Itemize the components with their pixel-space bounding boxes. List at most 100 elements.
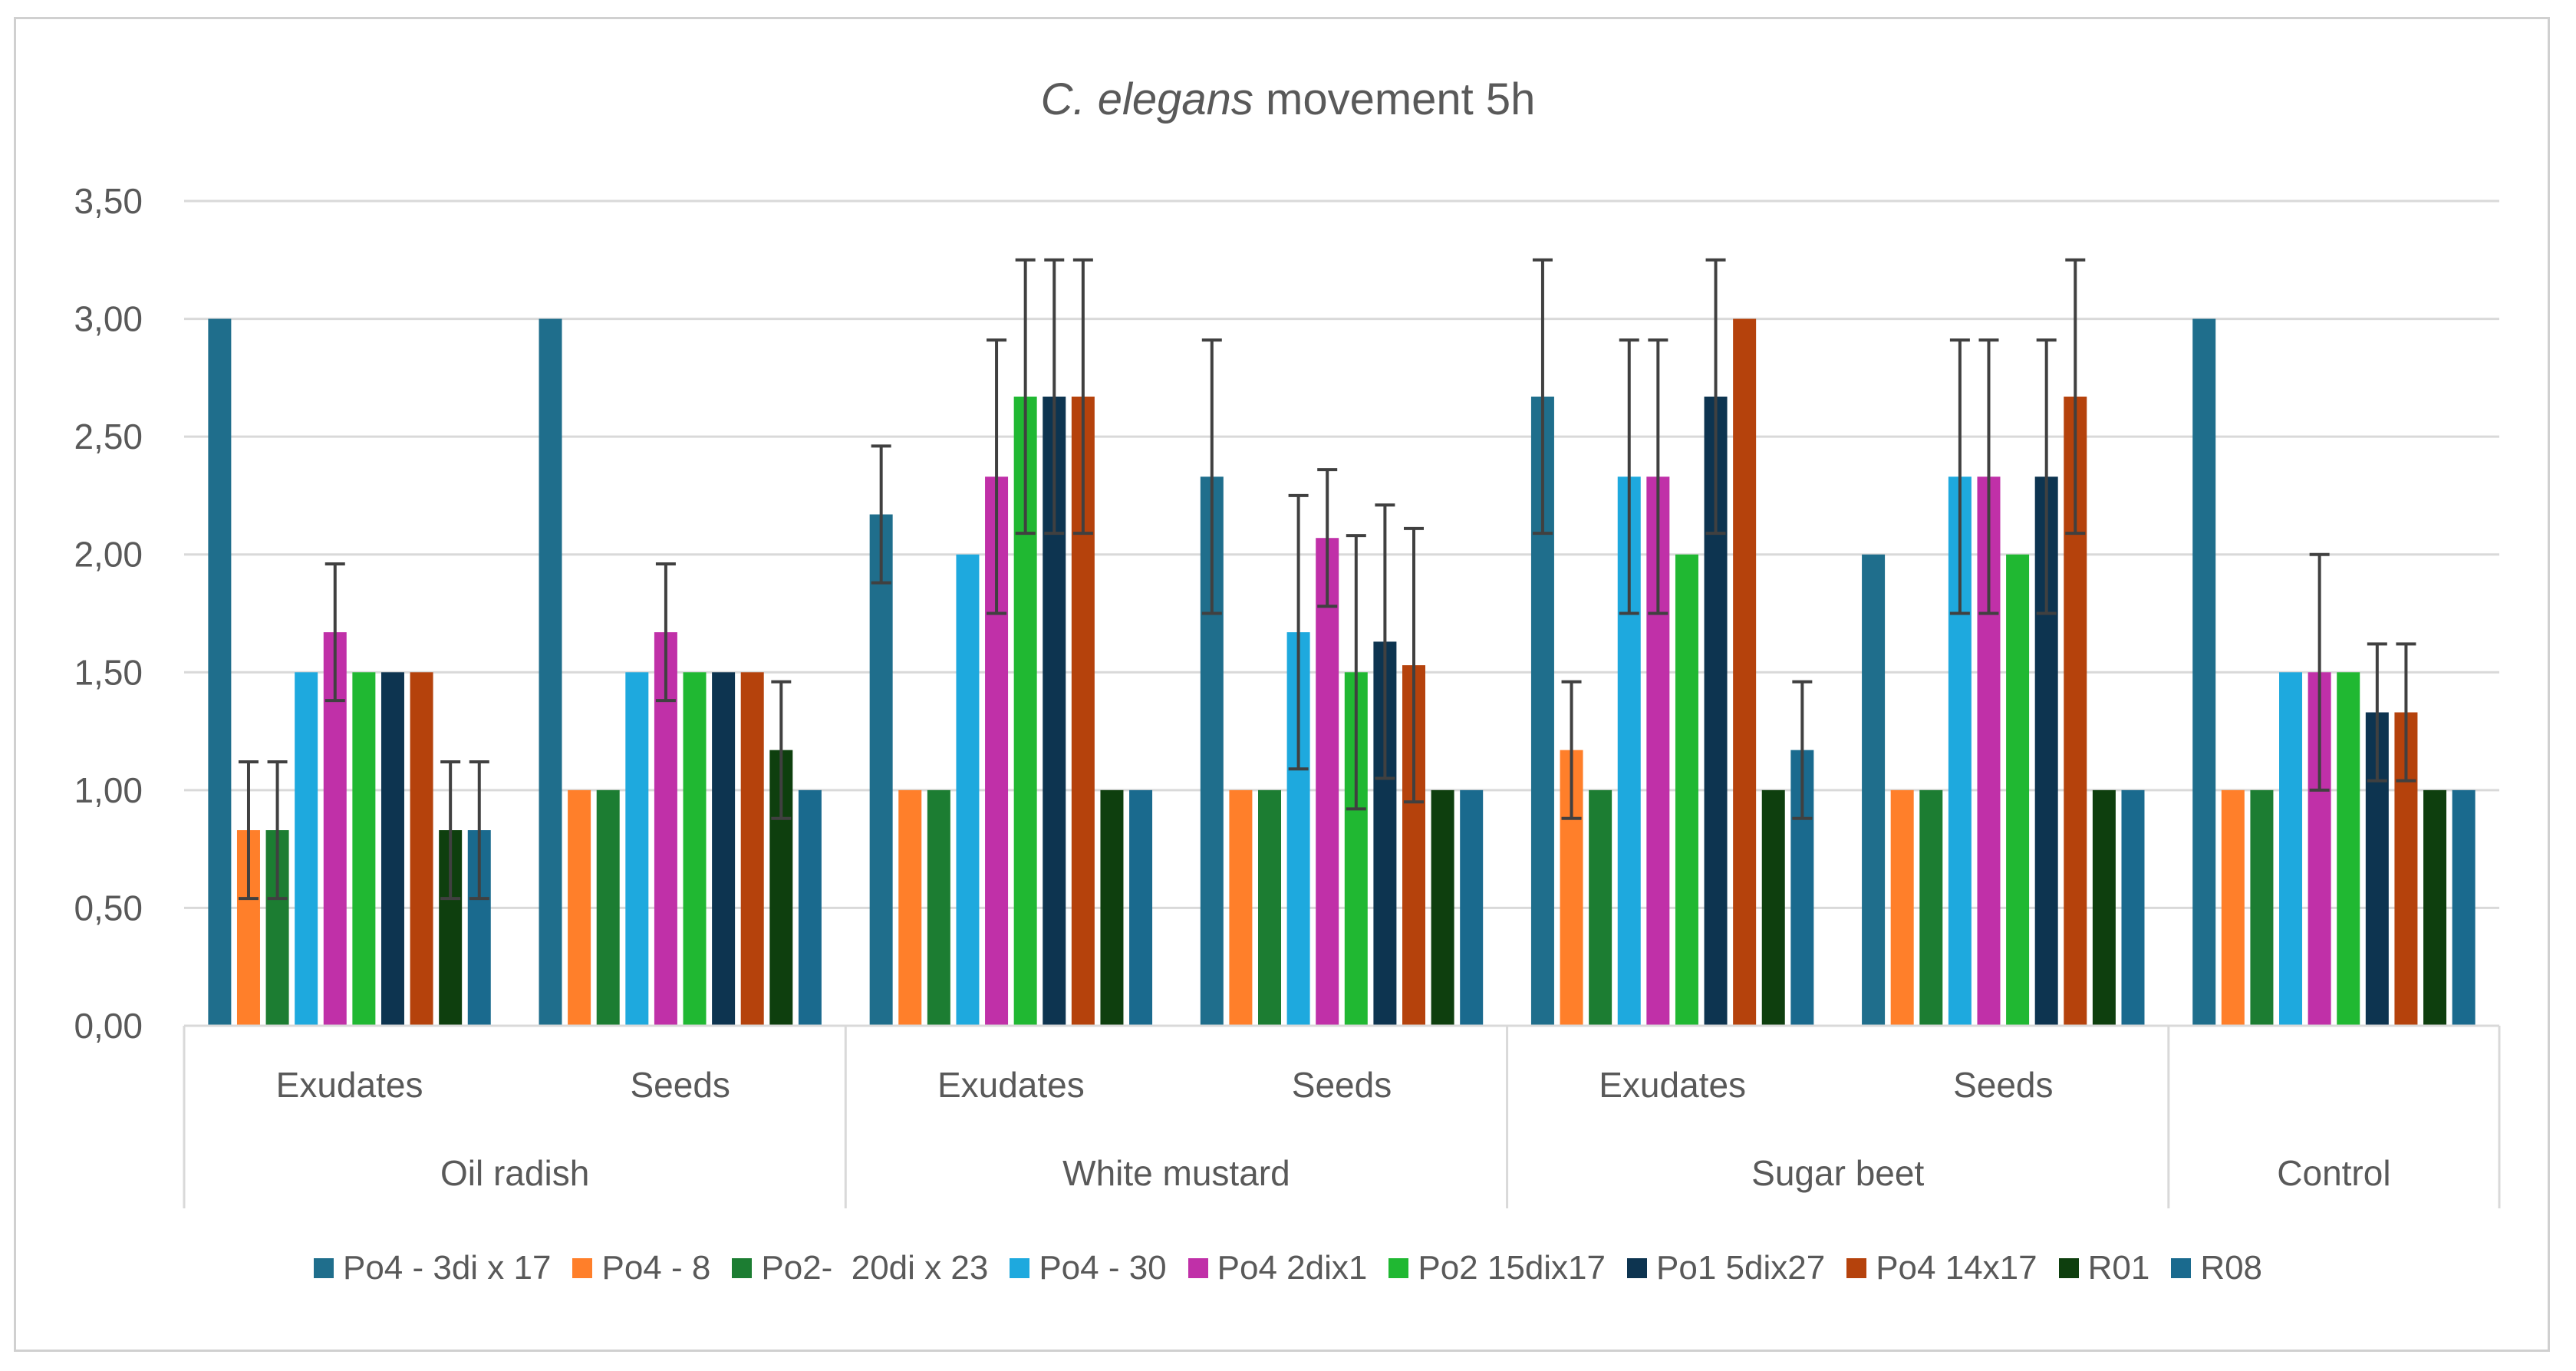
- bar: [1316, 538, 1339, 1026]
- x-tick-label: Seeds: [1953, 1065, 2053, 1105]
- bar: [1890, 789, 1914, 1026]
- x-tick-label: Exudates: [276, 1065, 423, 1105]
- bar: [410, 672, 433, 1026]
- bar: [956, 554, 980, 1026]
- y-tick-label: 2,00: [74, 535, 143, 575]
- bar: [927, 789, 950, 1026]
- legend-swatch: [1010, 1258, 1030, 1278]
- bar: [352, 672, 376, 1026]
- bar: [625, 672, 649, 1026]
- legend-swatch: [1388, 1258, 1409, 1278]
- legend-item: Po2- 20di x 23: [732, 1249, 988, 1287]
- legend-swatch: [2171, 1258, 2192, 1278]
- legend: Po4 - 3di x 17 Po4 - 8 Po2- 20di x 23 Po4 -…: [0, 1249, 2576, 1287]
- legend-label: R08: [2200, 1249, 2263, 1287]
- bar: [1761, 789, 1785, 1026]
- x-tick-label: Exudates: [937, 1065, 1085, 1105]
- bar: [1675, 554, 1698, 1026]
- x-tick-label: Exudates: [1599, 1065, 1746, 1105]
- y-tick-label: 0,50: [74, 888, 143, 928]
- bar: [2221, 789, 2245, 1026]
- bar: [2337, 672, 2360, 1026]
- bar: [2250, 789, 2274, 1026]
- legend-item: R08: [2171, 1249, 2262, 1287]
- y-axis-ticks: 0,00 0,50 1,00 1,50 2,00 2,50 3,00 3,50: [74, 181, 143, 1046]
- legend-item: Po1 5dix27: [1627, 1249, 1825, 1287]
- bar: [208, 318, 232, 1027]
- x-tick-label: Seeds: [630, 1065, 730, 1105]
- chart-frame: [14, 17, 2550, 1352]
- legend-item: Po4 14x17: [1846, 1249, 2037, 1287]
- x-group-label: Sugar beet: [1751, 1153, 1924, 1193]
- bar: [596, 789, 620, 1026]
- bar: [1129, 789, 1153, 1026]
- x-group-label: Oil radish: [440, 1153, 589, 1193]
- bar: [568, 789, 591, 1026]
- legend-label: R01: [2087, 1249, 2150, 1287]
- gridlines: [184, 199, 2499, 909]
- legend-item: Po2 15dix17: [1388, 1249, 1606, 1287]
- legend-swatch: [313, 1258, 334, 1278]
- chart-title: C. elegans movement 5h: [0, 74, 2576, 125]
- bar: [2192, 318, 2216, 1027]
- chart-title-italic: C. elegans: [1040, 74, 1253, 124]
- y-tick-label: 0,00: [74, 1006, 143, 1046]
- legend-item: Po4 - 8: [572, 1249, 710, 1287]
- bar: [1100, 789, 1124, 1026]
- legend-swatch: [1627, 1258, 1648, 1278]
- legend-swatch: [732, 1258, 753, 1278]
- legend-label: Po4 - 8: [601, 1249, 711, 1287]
- legend-label: Po4 2dix1: [1217, 1249, 1368, 1287]
- bar: [798, 789, 822, 1026]
- bar: [2452, 789, 2476, 1026]
- legend-item: R01: [2058, 1249, 2150, 1287]
- legend-label: Po4 - 3di x 17: [342, 1249, 552, 1287]
- legend-swatch: [1188, 1258, 1208, 1278]
- bar: [2423, 789, 2447, 1026]
- bar: [1589, 789, 1612, 1026]
- legend-swatch: [2058, 1258, 2079, 1278]
- bar: [2121, 789, 2145, 1026]
- x-axis: Exudates Seeds Oil radish Exudates Seeds Whit…: [183, 1024, 2501, 1208]
- y-tick-label: 3,50: [74, 181, 143, 221]
- error-bars: [238, 258, 2416, 901]
- bar: [869, 514, 893, 1026]
- x-group-label: White mustard: [1062, 1153, 1290, 1193]
- bar: [1862, 554, 1886, 1026]
- y-tick-label: 3,00: [74, 299, 143, 339]
- chart-title-rest: movement 5h: [1253, 74, 1536, 124]
- legend-swatch: [572, 1258, 593, 1278]
- legend-label: Po1 5dix27: [1656, 1249, 1826, 1287]
- bar: [898, 789, 922, 1026]
- legend-item: Po4 - 3di x 17: [313, 1249, 552, 1287]
- bar: [2092, 789, 2116, 1026]
- bar: [539, 318, 562, 1027]
- bar: [1431, 789, 1454, 1026]
- bar: [1733, 318, 1757, 1027]
- bar: [2279, 672, 2303, 1026]
- legend-item: Po4 2dix1: [1188, 1249, 1368, 1287]
- bar: [1460, 789, 1484, 1026]
- bar: [712, 672, 736, 1026]
- bar: [740, 672, 764, 1026]
- legend-swatch: [1846, 1258, 1867, 1278]
- bars: [208, 318, 2476, 1027]
- legend-label: Po2 15dix17: [1418, 1249, 1606, 1287]
- legend-item: Po4 - 30: [1010, 1249, 1167, 1287]
- y-tick-label: 2,50: [74, 417, 143, 456]
- legend-label: Po4 14x17: [1876, 1249, 2037, 1287]
- y-tick-label: 1,50: [74, 652, 143, 692]
- legend-label: Po4 - 30: [1039, 1249, 1167, 1287]
- bar: [380, 672, 404, 1026]
- bar: [1919, 789, 1943, 1026]
- bar: [1258, 789, 1281, 1026]
- bar: [683, 672, 707, 1026]
- bar: [2006, 554, 2030, 1026]
- bar: [1229, 789, 1253, 1026]
- x-tick-label: Seeds: [1292, 1065, 1392, 1105]
- y-tick-label: 1,00: [74, 770, 143, 810]
- legend-label: Po2- 20di x 23: [761, 1249, 989, 1287]
- x-group-label: Control: [2277, 1153, 2390, 1193]
- bar: [295, 672, 318, 1026]
